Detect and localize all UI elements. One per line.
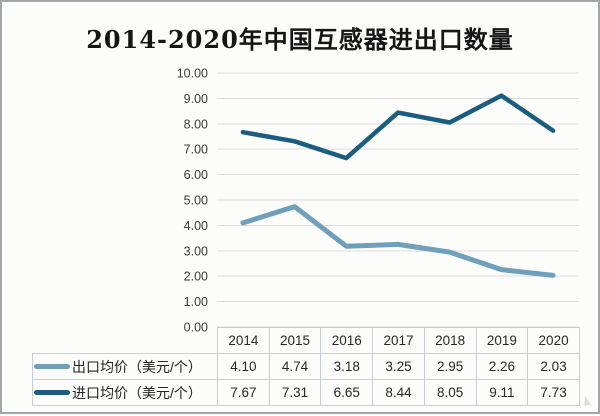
y-axis-tick-label: 3.00	[184, 244, 208, 258]
series-label-cell-import-avg-price: 进口均价（美元/个）	[32, 379, 218, 406]
year-header-cell: 2017	[372, 327, 425, 354]
chart-title: 2014-2020年中国互感器进出口数量	[86, 25, 514, 54]
value-cell-import-avg-price: 6.65	[320, 379, 374, 406]
series-label-import-avg-price: 进口均价（美元/个）	[72, 384, 202, 401]
table-corner-cell	[33, 328, 218, 354]
value-cell-export-avg-price: 2.26	[475, 353, 529, 380]
year-header-cell: 2018	[423, 327, 477, 354]
series-line-export-avg-price	[240, 204, 556, 278]
value-cell-export-avg-price: 2.95	[423, 353, 477, 380]
y-axis-tick-label: 5.00	[184, 194, 208, 208]
y-axis-tick-label: 2.00	[184, 270, 208, 284]
y-axis-tick-label: 9.00	[184, 92, 208, 106]
series-label-export-avg-price: 出口均价（美元/个）	[72, 358, 202, 375]
value-cell-export-avg-price: 2.03	[527, 353, 580, 380]
table-series-row-import-avg-price: 进口均价（美元/个） 7.67 7.31 6.65 8.44 8.05 9.11 7.73	[32, 379, 580, 406]
value-cell-export-avg-price: 3.18	[320, 353, 374, 380]
value-cell-export-avg-price: 4.74	[268, 353, 322, 380]
series-label-cell-export-avg-price: 出口均价（美元/个）	[32, 353, 218, 380]
y-axis-tick-label: 8.00	[184, 117, 208, 131]
y-axis-tick-label: 10.00	[177, 67, 208, 81]
value-cell-import-avg-price: 8.05	[423, 379, 477, 406]
legend-line-swatch-import-avg-price	[34, 390, 70, 396]
value-cell-import-avg-price: 7.67	[217, 379, 270, 406]
year-header-cell: 2014	[217, 327, 270, 354]
year-header-cell: 2015	[268, 327, 322, 354]
value-cell-import-avg-price: 8.44	[372, 379, 425, 406]
value-cell-import-avg-price: 7.73	[527, 379, 580, 406]
y-axis-tick-label: 7.00	[184, 143, 208, 157]
y-axis-tick-label: 4.00	[184, 219, 208, 233]
legend-line-swatch-export-avg-price	[34, 364, 70, 370]
table-header-row: 2014 2015 2016 2017 2018 2019 2020	[33, 327, 580, 354]
y-axis-tick-label: 0.00	[184, 321, 208, 335]
value-cell-import-avg-price: 7.31	[268, 379, 322, 406]
value-cell-import-avg-price: 9.11	[475, 379, 529, 406]
y-axis-tick-label: 6.00	[184, 168, 208, 182]
data-table: 2014 2015 2016 2017 2018 2019 2020 出口均价（美元/个） 4.…	[32, 327, 580, 406]
value-cell-export-avg-price: 3.25	[372, 353, 425, 380]
series-line-import-avg-price	[240, 93, 556, 161]
year-header-cell: 2016	[320, 327, 374, 354]
year-header-cell: 2020	[527, 327, 580, 354]
y-axis-tick-label: 1.00	[184, 295, 208, 309]
value-cell-export-avg-price: 4.10	[217, 353, 270, 380]
year-header-cell: 2019	[475, 327, 529, 354]
table-series-row-export-avg-price: 出口均价（美元/个） 4.10 4.74 3.18 3.25 2.95 2.26 2.03	[32, 353, 580, 380]
